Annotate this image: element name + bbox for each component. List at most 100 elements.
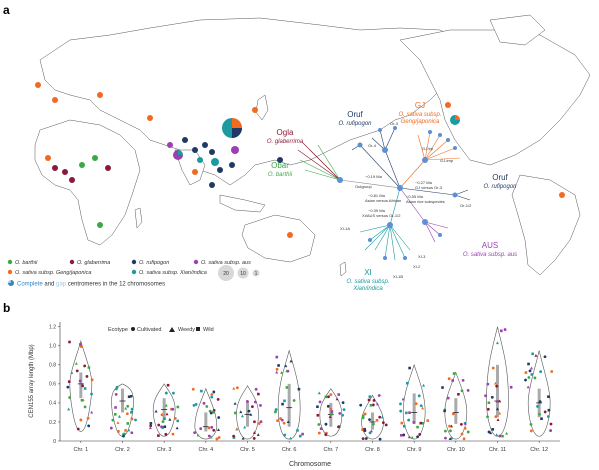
y-tick-label: 0.4 [49, 401, 56, 407]
data-point [66, 385, 70, 389]
data-point [399, 409, 403, 413]
sample-point [105, 165, 111, 171]
data-point [377, 394, 381, 397]
legend-marker [131, 259, 137, 265]
gj-species-2: Geng/japonica [401, 119, 440, 125]
data-point [149, 422, 153, 425]
data-point [466, 430, 470, 434]
violin-iqr [121, 388, 124, 413]
data-point [446, 396, 450, 400]
data-point [448, 424, 451, 428]
oruf-right-species: O. rufipogon [483, 184, 517, 190]
aus-species: O. sativa subsp. aus [463, 252, 517, 258]
data-point [361, 437, 365, 441]
tree-label-xi2: XI-2 [413, 264, 421, 269]
legend-label: O. barthii [15, 260, 38, 266]
data-point [527, 362, 530, 366]
data-point [375, 402, 379, 406]
data-point [498, 399, 502, 403]
data-point [235, 427, 239, 431]
data-point [461, 378, 465, 382]
x-tick-label: Chr. 8 [365, 447, 380, 453]
data-point [87, 424, 91, 428]
sample-point [62, 169, 68, 175]
oruf-right-title: Oruf [492, 173, 508, 182]
data-point [275, 355, 279, 359]
tree-label-xi3: XI-3 [418, 254, 426, 259]
data-point [372, 399, 376, 402]
data-point [493, 381, 497, 385]
data-point [417, 394, 421, 398]
data-point [252, 437, 256, 440]
data-point [367, 398, 371, 402]
legend-marker [7, 259, 13, 265]
world-map [34, 14, 591, 277]
data-point [259, 404, 262, 407]
sample-point [79, 162, 85, 168]
data-point [498, 411, 502, 415]
violin [527, 350, 551, 437]
data-point [68, 396, 72, 399]
data-point [259, 420, 263, 424]
data-point [79, 345, 83, 348]
data-point [250, 405, 254, 409]
data-point [157, 423, 161, 427]
data-point [316, 414, 320, 417]
data-point [399, 402, 402, 406]
data-point [538, 400, 542, 404]
data-point [289, 359, 293, 363]
tree-label-outgroup: Outgroup [355, 184, 372, 189]
data-point [160, 425, 163, 429]
data-point [335, 397, 339, 401]
sample-point [277, 157, 283, 163]
data-point [407, 418, 411, 422]
data-point [196, 433, 200, 437]
data-point [207, 426, 211, 430]
data-point [193, 431, 197, 435]
size-legend-circle-20 [218, 265, 234, 281]
data-point [232, 434, 236, 438]
data-point [416, 425, 419, 429]
x-tick-label: Chr. 7 [323, 447, 338, 453]
data-point [317, 391, 321, 395]
legend-label: O. rufipogon [139, 260, 169, 266]
data-points [66, 328, 554, 441]
data-point [317, 431, 321, 435]
data-point [326, 404, 330, 408]
data-point [160, 413, 164, 417]
x-tick-label: Chr. 9 [407, 447, 422, 453]
data-point [74, 361, 78, 365]
data-point [418, 433, 422, 436]
data-point [166, 383, 170, 387]
data-point [371, 403, 375, 407]
data-point [547, 408, 551, 412]
data-point [297, 387, 301, 391]
data-point [124, 429, 127, 432]
violin [444, 371, 468, 440]
x-tick-label: Chr. 2 [115, 447, 130, 453]
data-point [116, 421, 120, 424]
data-point [448, 437, 452, 440]
data-point [422, 383, 426, 387]
data-point [211, 410, 215, 414]
sample-point [97, 222, 103, 228]
madagascar-landmass [134, 207, 143, 229]
data-point [459, 423, 463, 426]
data-point [494, 415, 498, 419]
data-point [257, 392, 260, 396]
data-point [90, 392, 93, 396]
data-point [410, 435, 414, 439]
data-point [460, 432, 464, 436]
data-point [163, 417, 166, 421]
data-point [526, 385, 530, 389]
data-point [443, 407, 447, 411]
data-point [239, 410, 243, 414]
data-point [378, 437, 382, 441]
violin [486, 326, 509, 437]
data-point [87, 366, 91, 369]
data-point [148, 426, 152, 430]
data-point [175, 426, 179, 430]
south-america-landmass [511, 174, 581, 276]
oruf-left-title: Oruf [347, 110, 363, 119]
pie-marker-india [173, 150, 183, 160]
